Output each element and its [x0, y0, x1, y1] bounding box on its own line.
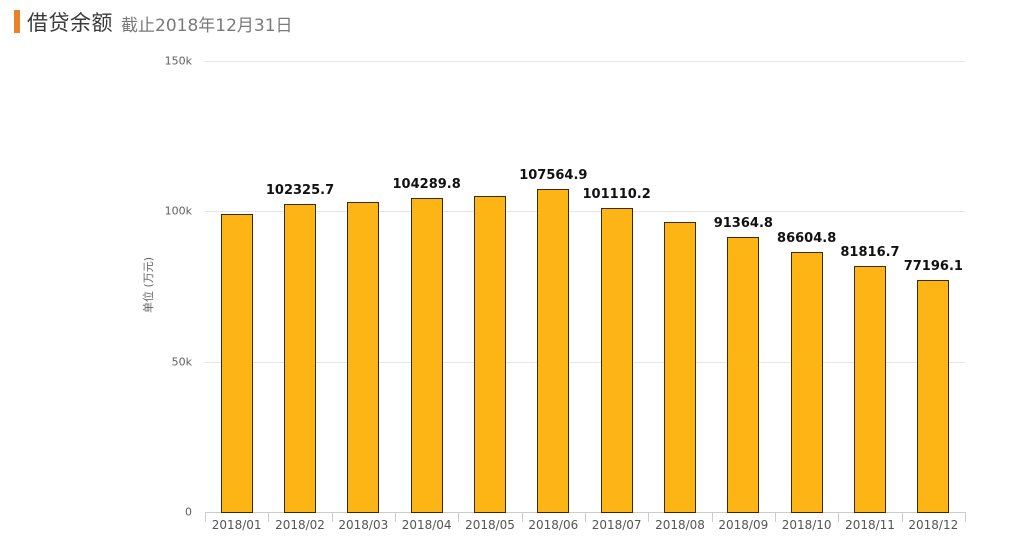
bar-2018-06: [537, 188, 570, 513]
data-label: 104289.8: [392, 177, 461, 193]
x-tick-mark: [838, 512, 840, 522]
x-tick-mark: [585, 512, 586, 522]
y-tick-label: 100k: [164, 204, 192, 218]
x-tick-mark: [458, 512, 460, 522]
x-tick-mark: [648, 512, 650, 522]
y-tick-label: 50k: [171, 355, 192, 369]
y-tick-label: 0: [185, 505, 192, 519]
x-tick-label: 2018/01: [211, 518, 262, 532]
data-label: 102325.7: [265, 183, 335, 199]
gridline: [205, 211, 965, 213]
title-accent-bar: [14, 10, 20, 33]
gridline: [205, 61, 965, 62]
data-label: 86604.8: [777, 230, 837, 246]
data-label: 101110.2: [582, 186, 651, 202]
x-tick-mark: [395, 512, 396, 522]
y-axis-label: 单位 (万元): [142, 256, 155, 314]
data-label: 91364.8: [713, 216, 773, 232]
x-tick-label: 2018/11: [845, 518, 895, 532]
data-label: 107564.9: [519, 167, 588, 183]
x-tick-mark: [775, 512, 776, 522]
x-tick-label: 2018/04: [401, 518, 452, 532]
data-label: 81816.7: [840, 245, 900, 260]
chart-subtitle: 截止2018年12月31日: [121, 16, 293, 36]
bar-2018-09: [727, 237, 760, 513]
chart-title: 借贷余额: [27, 11, 113, 35]
x-tick-mark: [205, 512, 206, 522]
x-tick-label: 2018/12: [908, 518, 959, 532]
x-tick-label: 2018/10: [781, 518, 832, 532]
bar-2018-11: [854, 266, 886, 513]
bar-2018-02: [284, 204, 316, 513]
bar-2018-10: [790, 251, 823, 513]
x-tick-label: 2018/09: [718, 518, 769, 532]
x-tick-label: 2018/02: [275, 518, 325, 532]
x-tick-mark: [901, 512, 903, 522]
bar-2018-04: [410, 198, 443, 513]
bar-2018-05: [474, 196, 506, 513]
x-tick-mark: [521, 512, 523, 522]
bar-2018-03: [347, 202, 380, 513]
x-tick-mark: [965, 512, 966, 522]
bar-2018-08: [664, 222, 696, 513]
x-tick-label: 2018/06: [528, 518, 579, 532]
x-tick-mark: [711, 512, 713, 522]
bar-2018-01: [220, 214, 253, 513]
x-tick-label: 2018/03: [338, 518, 389, 532]
x-tick-label: 2018/08: [655, 518, 705, 532]
y-tick-label: 150k: [164, 54, 192, 68]
x-tick-label: 2018/07: [591, 518, 642, 532]
bar-2018-12: [917, 279, 950, 513]
x-tick-mark: [331, 512, 333, 522]
gridline: [205, 361, 965, 363]
x-tick-mark: [268, 512, 270, 522]
x-tick-label: 2018/05: [465, 518, 515, 532]
data-label: 77196.1: [903, 258, 963, 274]
bar-2018-07: [600, 207, 633, 513]
